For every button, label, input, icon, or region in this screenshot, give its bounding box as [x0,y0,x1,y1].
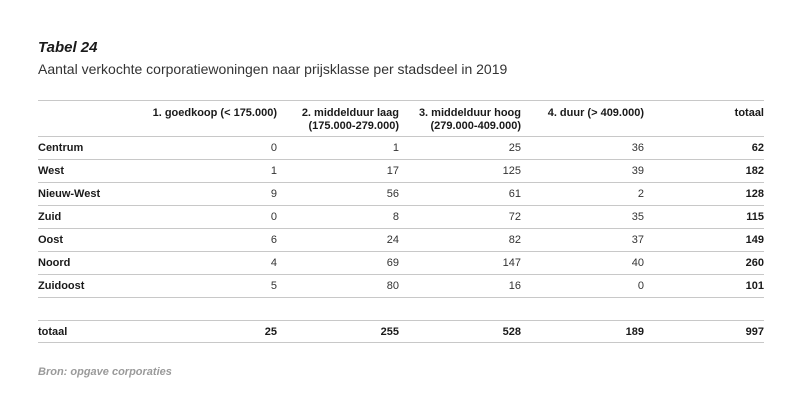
total-goedkoop: 25 [264,325,277,338]
cell-middelduur-laag: 8 [392,211,399,223]
row-label: West [38,165,65,177]
totals-label: totaal [38,325,68,338]
grand-total: 997 [745,325,764,338]
header-goedkoop: 1. goedkoop (< 175.000) [152,107,277,119]
header-middelduur-laag: 2. middelduur laag (175.000-279.000) [301,107,399,132]
header-totaal: totaal [734,107,764,119]
cell-totaal: 128 [745,188,764,200]
cell-goedkoop: 5 [270,280,277,292]
cell-middelduur-hoog: 82 [508,234,521,246]
cell-totaal: 260 [745,257,764,269]
row-label: Nieuw-West [38,188,101,200]
row-label: Zuid [38,211,62,223]
table-row: Oost 6 24 82 37 149 [38,228,764,252]
cell-duur: 37 [631,234,644,246]
cell-middelduur-hoog: 125 [502,165,521,177]
cell-middelduur-hoog: 16 [508,280,521,292]
total-middelduur-hoog: 528 [502,325,521,338]
cell-totaal: 149 [745,234,764,246]
cell-duur: 2 [637,188,644,200]
cell-totaal: 101 [745,280,764,292]
cell-middelduur-hoog: 61 [508,188,521,200]
cell-duur: 0 [637,280,644,292]
cell-duur: 40 [631,257,644,269]
spacer-row [38,297,764,321]
source-note: Bron: opgave corporaties [38,366,172,378]
cell-goedkoop: 4 [270,257,277,269]
table-row: Nieuw-West 9 56 61 2 128 [38,182,764,206]
cell-goedkoop: 9 [270,188,277,200]
cell-goedkoop: 0 [270,142,277,154]
cell-middelduur-laag: 24 [386,234,399,246]
cell-middelduur-laag: 17 [386,165,399,177]
cell-middelduur-hoog: 72 [508,211,521,223]
cell-middelduur-laag: 1 [392,142,399,154]
row-label: Noord [38,257,71,269]
header-district [38,101,146,137]
cell-goedkoop: 6 [270,234,277,246]
cell-duur: 36 [631,142,644,154]
cell-middelduur-laag: 69 [386,257,399,269]
cell-middelduur-laag: 56 [386,188,399,200]
cell-goedkoop: 1 [270,165,277,177]
cell-totaal: 62 [751,142,764,154]
cell-goedkoop: 0 [270,211,277,223]
cell-middelduur-hoog: 147 [502,257,521,269]
header-middelduur-hoog: 3. middelduur hoog (279.000-409.000) [418,107,521,132]
cell-middelduur-laag: 80 [386,280,399,292]
table-row: Zuid 0 8 72 35 115 [38,205,764,229]
total-middelduur-laag: 255 [380,325,399,338]
table-number: Tabel 24 [38,39,98,56]
header-duur: 4. duur (> 409.000) [547,107,644,119]
cell-duur: 39 [631,165,644,177]
total-duur: 189 [625,325,644,338]
page: Tabel 24 Aantal verkochte corporatiewoni… [38,0,764,419]
spacer-cell [38,298,764,321]
table-row: West 1 17 125 39 182 [38,159,764,183]
header-row: 1. goedkoop (< 175.000) 2. middelduur la… [38,100,764,137]
table-row: Zuidoost 5 80 16 0 101 [38,274,764,298]
totals-row: totaal 25 255 528 189 997 [38,320,764,343]
cell-duur: 35 [631,211,644,223]
data-table: 1. goedkoop (< 175.000) 2. middelduur la… [38,100,764,343]
row-label: Centrum [38,142,84,154]
table-caption: Aantal verkochte corporatiewoningen naar… [38,61,508,77]
row-label: Zuidoost [38,280,85,292]
row-label: Oost [38,234,64,246]
table-row: Centrum 0 1 25 36 62 [38,136,764,160]
cell-middelduur-hoog: 25 [508,142,521,154]
cell-totaal: 115 [746,211,764,223]
table-row: Noord 4 69 147 40 260 [38,251,764,275]
cell-totaal: 182 [745,165,764,177]
